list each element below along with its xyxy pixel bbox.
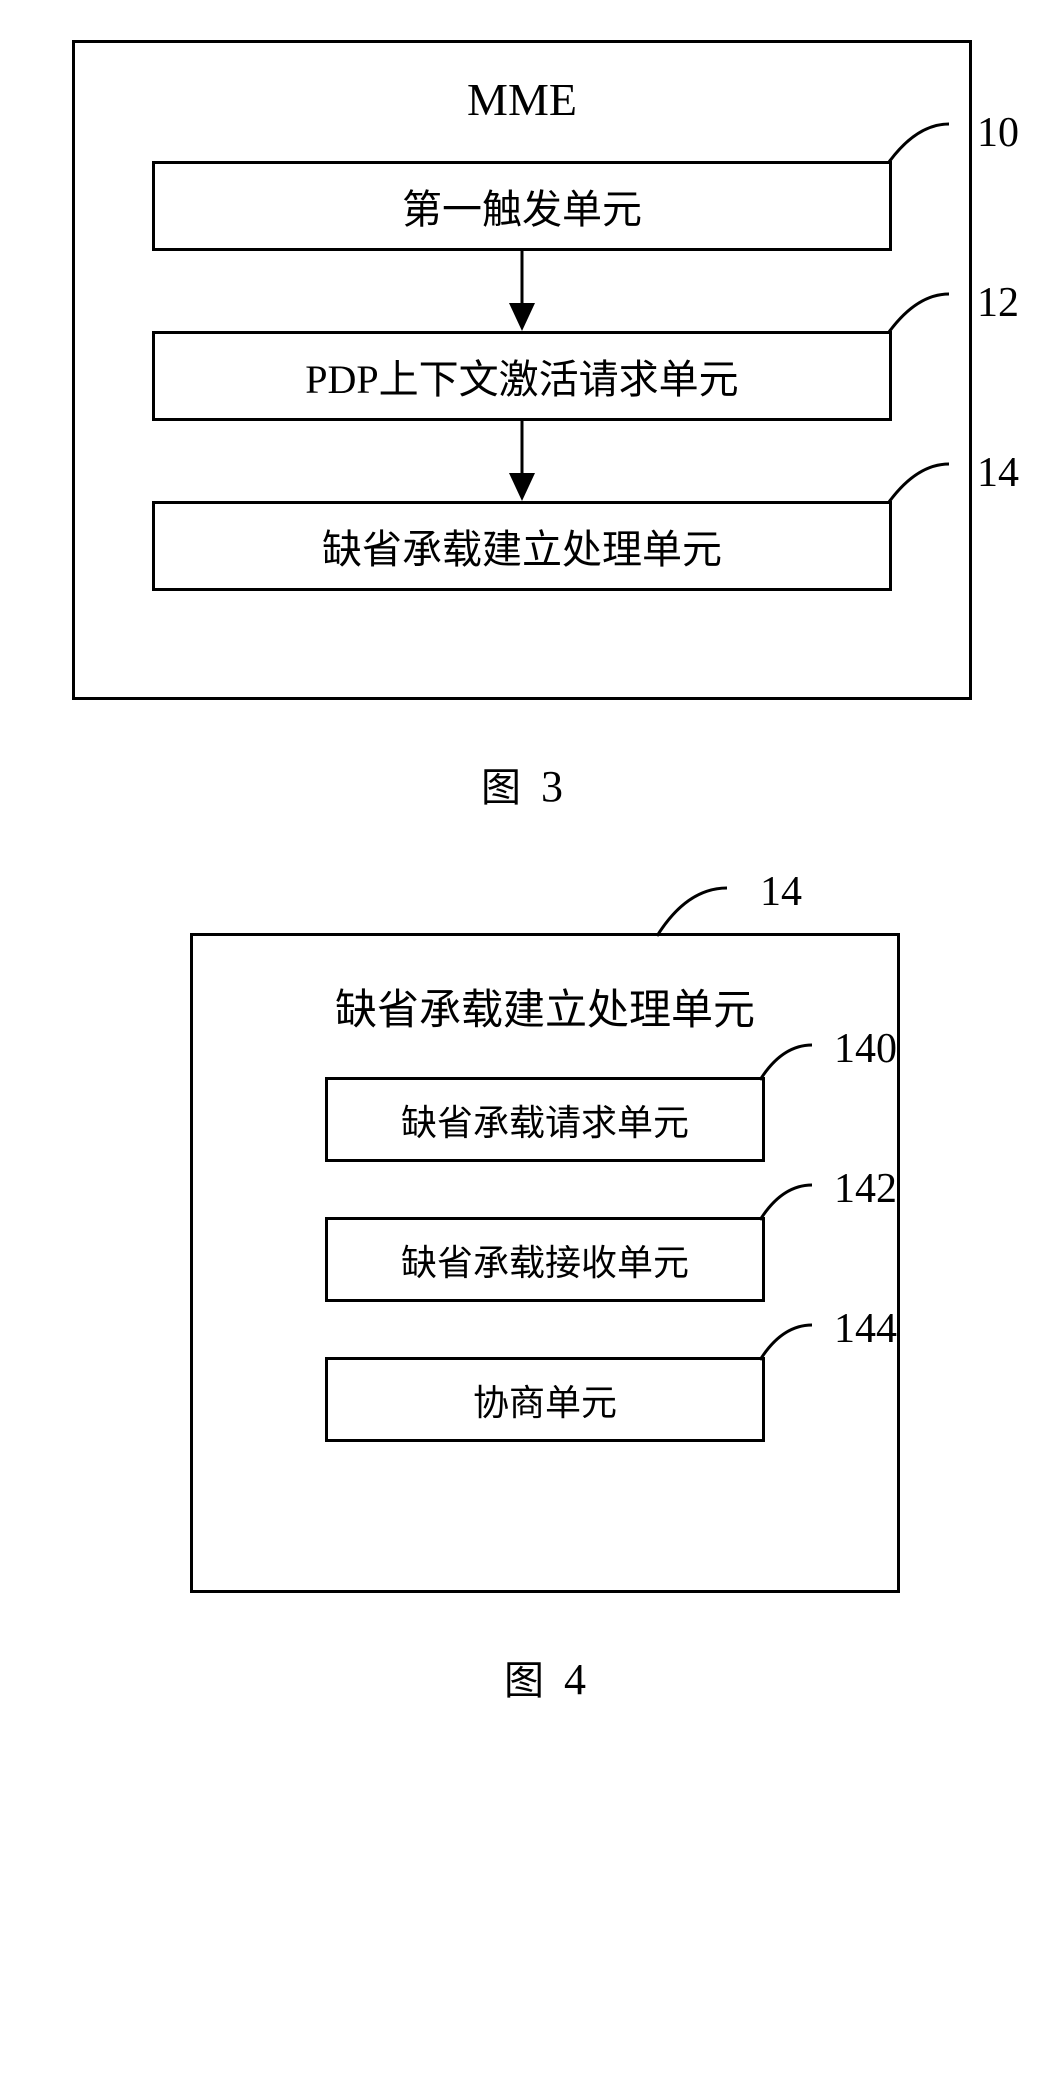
fig4-caption-prefix: 图 xyxy=(504,1658,544,1703)
lead-line-outer-14 xyxy=(657,888,727,938)
figure-3: MME 第一触发单元 10 PDP上下文激活请求单元 12 xyxy=(70,40,974,813)
unit-default-bearer-req-text: 缺省承载请求单元 xyxy=(401,1094,689,1146)
default-bearer-container: 14 缺省承载建立处理单元 缺省承载请求单元 140 缺省承载接收单元 142 … xyxy=(190,933,900,1593)
unit-negotiate-text: 协商单元 xyxy=(473,1374,617,1426)
unit-pdp-activate-text: PDP上下文激活请求单元 xyxy=(305,347,738,405)
unit-default-bearer-proc: 缺省承载建立处理单元 14 xyxy=(152,501,892,591)
arrow-12-14 xyxy=(135,421,909,501)
ref-140: 140 xyxy=(834,1025,897,1073)
mme-container: MME 第一触发单元 10 PDP上下文激活请求单元 12 xyxy=(72,40,972,700)
fig3-caption-prefix: 图 xyxy=(481,765,521,810)
fig4-title: 缺省承载建立处理单元 xyxy=(273,976,817,1037)
lead-line-142 xyxy=(760,1185,812,1223)
unit-default-bearer-proc-text: 缺省承载建立处理单元 xyxy=(322,517,722,575)
ref-10: 10 xyxy=(977,109,1019,157)
ref-142: 142 xyxy=(834,1165,897,1213)
unit-negotiate: 协商单元 144 xyxy=(325,1357,765,1442)
mme-title: MME xyxy=(135,73,909,126)
ref-144: 144 xyxy=(834,1305,897,1353)
unit-pdp-activate: PDP上下文激活请求单元 12 xyxy=(152,331,892,421)
unit-first-trigger-text: 第一触发单元 xyxy=(402,177,642,235)
unit-default-bearer-recv-text: 缺省承载接收单元 xyxy=(401,1234,689,1286)
figure-4: 14 缺省承载建立处理单元 缺省承载请求单元 140 缺省承载接收单元 142 … xyxy=(70,933,974,1706)
fig4-caption-num: 4 xyxy=(564,1655,586,1704)
lead-line-144 xyxy=(760,1325,812,1363)
ref-12: 12 xyxy=(977,279,1019,327)
fig3-caption: 图 3 xyxy=(70,755,974,813)
fig3-caption-num: 3 xyxy=(541,762,563,811)
unit-default-bearer-req: 缺省承载请求单元 140 xyxy=(325,1077,765,1162)
unit-default-bearer-recv: 缺省承载接收单元 142 xyxy=(325,1217,765,1302)
ref-outer-14: 14 xyxy=(760,868,802,916)
ref-14: 14 xyxy=(977,449,1019,497)
unit-first-trigger: 第一触发单元 10 xyxy=(152,161,892,251)
lead-line-12 xyxy=(889,294,949,336)
fig4-caption: 图 4 xyxy=(190,1648,900,1706)
arrow-10-12 xyxy=(135,251,909,331)
lead-line-14 xyxy=(889,464,949,506)
lead-line-140 xyxy=(760,1045,812,1083)
lead-line-10 xyxy=(889,124,949,166)
